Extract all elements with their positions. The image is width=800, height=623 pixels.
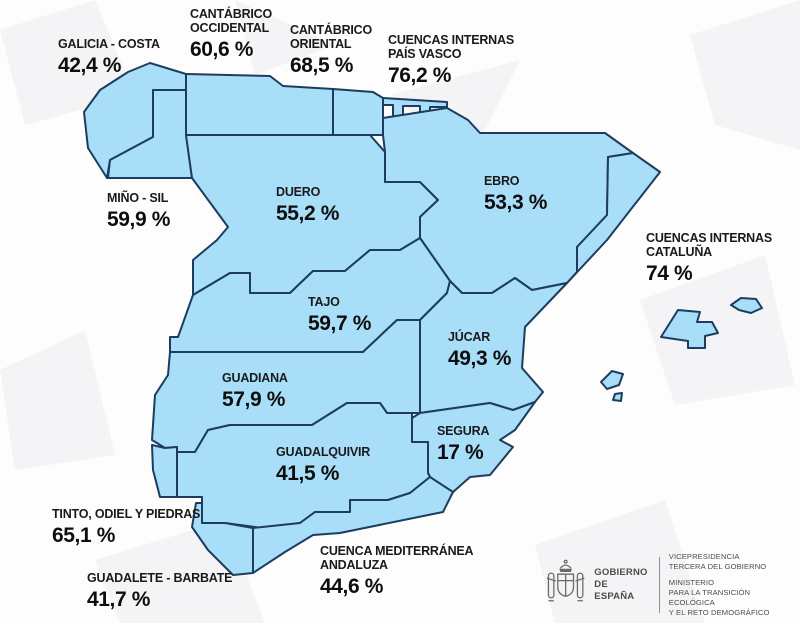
ministry-line1: MINISTERIO: [668, 578, 715, 588]
government-name-line1: GOBIERNO: [594, 567, 648, 579]
island-mallorca: [660, 309, 719, 349]
region-cantabrico-oriental: [332, 88, 384, 136]
region-cuencas-internas-cataluna: [566, 152, 661, 284]
region-value: 57,9 %: [222, 387, 285, 411]
label-segura: SEGURA 17 %: [437, 424, 490, 465]
region-value: 59,9 %: [107, 207, 170, 231]
region-name: EBRO: [484, 174, 520, 188]
label-cuenca-mediterranea-andaluza: CUENCA MEDITERRÁNEA ANDALUZA 44,6 %: [320, 544, 474, 599]
region-name: OCCIDENTAL: [190, 20, 270, 35]
region-name: DUERO: [276, 185, 321, 199]
label-cantabrico-occidental: CANTÁBRICO OCCIDENTAL 60,6 %: [190, 7, 273, 62]
region-tinto-odiel-piedras: [151, 444, 178, 498]
region-name: CUENCAS INTERNAS: [646, 231, 772, 245]
government-name-line2: DE ESPAÑA: [594, 579, 635, 602]
region-cuenca-mediterranea-andaluza: [252, 476, 454, 574]
region-value: 59,7 %: [308, 311, 371, 335]
region-name: CUENCAS INTERNAS: [388, 33, 514, 47]
region-name: GALICIA - COSTA: [58, 37, 160, 51]
label-guadiana: GUADIANA 57,9 %: [222, 371, 288, 412]
government-name: GOBIERNO DE ESPAÑA: [594, 567, 650, 603]
region-value: 53,3 %: [484, 190, 547, 214]
vicepresidency-line2: TERCERA DEL GOBIERNO: [668, 562, 767, 572]
label-duero: DUERO 55,2 %: [276, 185, 339, 226]
region-value: 49,3 %: [448, 346, 511, 370]
region-value: 74 %: [646, 261, 693, 285]
label-cuencas-internas-cataluna: CUENCAS INTERNAS CATALUÑA 74 %: [646, 231, 772, 286]
region-name: CUENCA MEDITERRÁNEA: [320, 544, 474, 558]
vicepresidency-block: VICEPRESIDENCIA TERCERA DEL GOBIERNO: [669, 552, 796, 572]
ministry-text: VICEPRESIDENCIA TERCERA DEL GOBIERNO MIN…: [669, 552, 796, 617]
vicepresidency-line1: VICEPRESIDENCIA: [668, 552, 740, 562]
region-name: JÚCAR: [448, 330, 491, 344]
label-galicia-costa: GALICIA - COSTA 42,4 %: [58, 37, 160, 78]
island-menorca: [730, 297, 763, 314]
region-name: SEGURA: [437, 424, 490, 438]
label-tajo: TAJO 59,7 %: [308, 295, 371, 336]
region-name: GUADIANA: [222, 371, 288, 385]
region-name: TAJO: [308, 295, 340, 309]
ministry-line3: Y EL RETO DEMOGRÁFICO: [668, 607, 770, 617]
label-tinto-odiel-piedras: TINTO, ODIEL Y PIEDRAS 65,1 %: [52, 507, 201, 548]
label-jucar: JÚCAR 49,3 %: [448, 330, 511, 371]
region-value: 60,6 %: [190, 37, 253, 61]
island-formentera: [612, 392, 623, 402]
region-name: TINTO, ODIEL Y PIEDRAS: [52, 507, 201, 521]
spain-coat-of-arms-icon: [546, 559, 585, 602]
region-value: 76,2 %: [388, 63, 451, 87]
region-value: 65,1 %: [52, 523, 115, 547]
region-name: ORIENTAL: [290, 36, 352, 51]
region-name: MIÑO - SIL: [107, 191, 169, 205]
region-value: 41,5 %: [276, 461, 339, 485]
logo-divider: [658, 557, 660, 613]
label-ebro: EBRO 53,3 %: [484, 174, 547, 215]
region-value: 42,4 %: [58, 53, 121, 77]
region-name: CATALUÑA: [646, 244, 712, 259]
ministry-block: MINISTERIO PARA LA TRANSICIÓN ECOLÓGICA …: [669, 578, 796, 617]
region-name: CANTÁBRICO: [290, 23, 373, 37]
label-cantabrico-oriental: CANTÁBRICO ORIENTAL 68,5 %: [290, 23, 373, 78]
label-mino-sil: MIÑO - SIL 59,9 %: [107, 191, 170, 232]
island-ibiza: [600, 370, 624, 390]
region-name: ANDALUZA: [320, 557, 388, 572]
region-value: 55,2 %: [276, 201, 339, 225]
region-name: GUADALETE - BARBATE: [87, 571, 233, 585]
region-name: GUADALQUIVIR: [276, 445, 371, 459]
region-mino-sil: [107, 89, 193, 179]
government-logo: GOBIERNO DE ESPAÑA VICEPRESIDENCIA TERCE…: [546, 552, 796, 617]
region-value: 44,6 %: [320, 574, 383, 598]
label-cuencas-internas-pais-vasco: CUENCAS INTERNAS PAÍS VASCO 76,2 %: [388, 33, 514, 88]
region-value: 41,7 %: [87, 587, 150, 611]
region-name: CANTÁBRICO: [190, 7, 273, 21]
label-guadalquivir: GUADALQUIVIR 41,5 %: [276, 445, 371, 486]
region-value: 17 %: [437, 440, 484, 464]
label-guadalete-barbate: GUADALETE - BARBATE 41,7 %: [87, 571, 233, 612]
ministry-line2: PARA LA TRANSICIÓN ECOLÓGICA: [668, 588, 751, 607]
region-name: PAÍS VASCO: [388, 46, 462, 61]
region-value: 68,5 %: [290, 53, 353, 77]
